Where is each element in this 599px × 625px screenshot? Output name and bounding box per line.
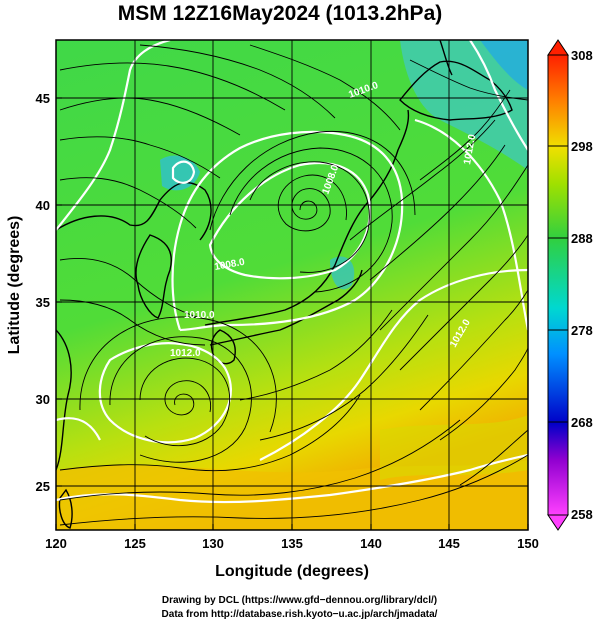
- streamline: [249, 161, 370, 273]
- contour-label: 1012.0: [170, 348, 201, 359]
- streamline: [379, 164, 528, 331]
- contour-label: 1008.0: [214, 257, 246, 273]
- y-axis-title: Latitude (degrees): [6, 216, 23, 355]
- streamline: [349, 119, 496, 241]
- colorbar-bottom-arrow: [547, 514, 569, 531]
- streamline: [419, 289, 528, 411]
- coastline-japan-honshu: [204, 109, 410, 326]
- isobar-1012-north-edge: [56, 40, 171, 231]
- isobar-1010-west: [171, 130, 404, 332]
- streamline: [79, 316, 277, 433]
- colorbar-label: 288: [571, 231, 593, 246]
- x-tick-label: 145: [438, 536, 460, 551]
- x-axis-title: Longitude (degrees): [215, 563, 369, 580]
- coastlines: [56, 40, 513, 529]
- x-tick-label: 120: [45, 536, 67, 551]
- streamline: [249, 44, 401, 131]
- colorbar-top-arrow: [547, 39, 569, 56]
- isobars: [56, 40, 528, 504]
- cool-region-japan: [330, 256, 355, 290]
- streamline: [239, 309, 393, 401]
- isobar-1012-low-south: [98, 342, 232, 444]
- streamline: [59, 177, 197, 229]
- streamline: [164, 380, 212, 416]
- credit-drawing: Drawing by DCL (https://www.gfd−dennou.o…: [161, 595, 438, 606]
- y-tick-label: 35: [36, 295, 50, 310]
- coastline-korea: [135, 234, 172, 319]
- contour-label: 1010.0: [184, 310, 215, 321]
- y-tick-label: 40: [36, 198, 50, 213]
- y-tick-label: 45: [36, 91, 50, 106]
- axis-ticks: [55, 97, 529, 530]
- streamline: [59, 394, 361, 472]
- x-tick-label: 125: [124, 536, 146, 551]
- x-tick-label: 130: [202, 536, 224, 551]
- colorbar-label: 258: [571, 507, 593, 522]
- colorbar-label: 308: [571, 48, 593, 63]
- colorbar-label: 298: [571, 139, 593, 154]
- contour-label: 1012.0: [462, 133, 478, 165]
- y-tick-labels: 45 40 35 30 25: [36, 91, 50, 494]
- lat-lon-grid: [56, 40, 528, 530]
- streamline: [109, 336, 252, 463]
- streamline: [139, 44, 336, 119]
- colorbar: 308 298 288 278 268 258: [547, 39, 593, 531]
- isobar-1004-northeast: [469, 40, 528, 151]
- map-plot-area: 1008.0 1008.0 1010.0 1010.0 1012.0 1012.…: [56, 40, 528, 530]
- streamline: [439, 347, 528, 441]
- cool-region-hokkaido: [480, 40, 528, 90]
- credit-data: Data from http://database.rish.kyoto−u.a…: [161, 609, 438, 620]
- coastline-china: [56, 181, 212, 471]
- isobar-small-loop: [171, 160, 196, 184]
- x-tick-label: 140: [360, 536, 382, 551]
- credits: Drawing by DCL (https://www.gfd−dennou.o…: [0, 594, 599, 622]
- isobar-1016-south: [56, 453, 528, 504]
- streamlines-south: [59, 309, 528, 526]
- coastline-sakhalin: [439, 40, 453, 76]
- isobar-1012-east: [414, 118, 528, 331]
- coastline-hokkaido: [399, 60, 513, 121]
- streamline: [59, 136, 221, 179]
- streamline: [459, 429, 528, 486]
- y-tick-label: 30: [36, 392, 50, 407]
- streamline: [419, 89, 511, 181]
- cool-region-northeast: [400, 40, 528, 170]
- isobar-southwest: [56, 417, 101, 441]
- streamline: [259, 314, 429, 441]
- colorbar-bar: [547, 54, 569, 516]
- streamline: [139, 357, 231, 447]
- streamline: [59, 419, 461, 501]
- coastline-taiwan: [58, 488, 73, 529]
- streamline: [277, 174, 347, 232]
- streamline: [229, 147, 393, 293]
- colorbar-label: 278: [571, 323, 593, 338]
- x-tick-label: 150: [517, 536, 539, 551]
- isobar-1016-southeast: [259, 268, 528, 461]
- colorbar-label: 268: [571, 415, 593, 430]
- y-tick-label: 25: [36, 479, 50, 494]
- x-tick-label: 135: [281, 536, 303, 551]
- streamline: [209, 130, 416, 231]
- streamline: [399, 234, 528, 371]
- streamline: [59, 454, 528, 526]
- x-tick-labels: 120 125 130 135 140 145 150: [45, 536, 539, 551]
- streamline: [59, 62, 286, 111]
- chart-title: MSM 12Z16May2024 (1013.2hPa): [117, 2, 443, 25]
